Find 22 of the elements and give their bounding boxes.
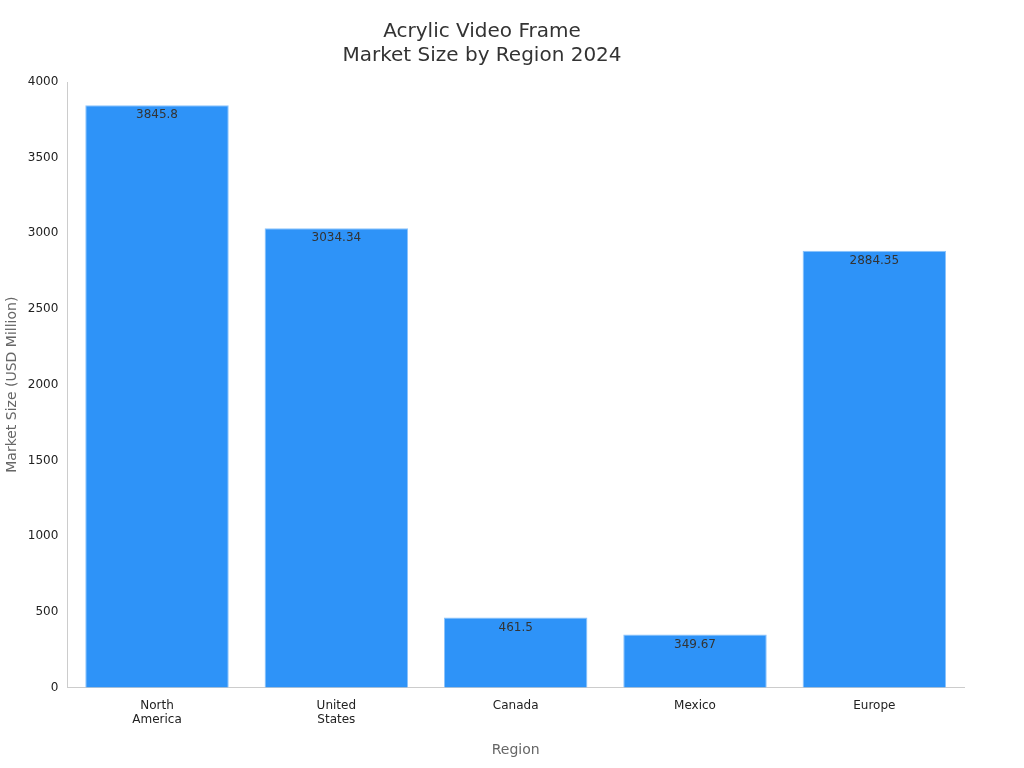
y-tick-label: 3500 — [27, 149, 59, 164]
data-label: 349.67 — [674, 636, 716, 651]
x-tick-label: United States — [316, 697, 357, 727]
y-tick-label: 1500 — [27, 452, 59, 467]
x-tick-label: Canada — [492, 697, 539, 712]
x-tick-label: Europe — [853, 697, 896, 712]
data-label: 3034.34 — [311, 230, 362, 245]
x-axis-title: Region — [491, 741, 540, 758]
x-tick-label: Mexico — [674, 697, 716, 712]
data-label: 2884.35 — [849, 252, 900, 267]
chart-title: Acrylic Video Frame Market Size by Region 2024 — [342, 18, 622, 67]
data-label: 3845.8 — [136, 107, 179, 122]
y-tick-label: 3000 — [27, 225, 59, 240]
y-tick-label: 4000 — [27, 74, 59, 89]
x-tick-label: North America — [132, 697, 182, 727]
y-axis-title: Market Size (USD Million) — [3, 296, 20, 473]
y-tick-label: 1000 — [27, 528, 59, 543]
y-tick-label: 2000 — [27, 376, 59, 391]
y-tick-label: 500 — [35, 603, 59, 618]
y-tick-label: 0 — [50, 679, 59, 694]
data-label: 461.5 — [498, 619, 533, 634]
y-tick-label: 2500 — [27, 301, 59, 316]
